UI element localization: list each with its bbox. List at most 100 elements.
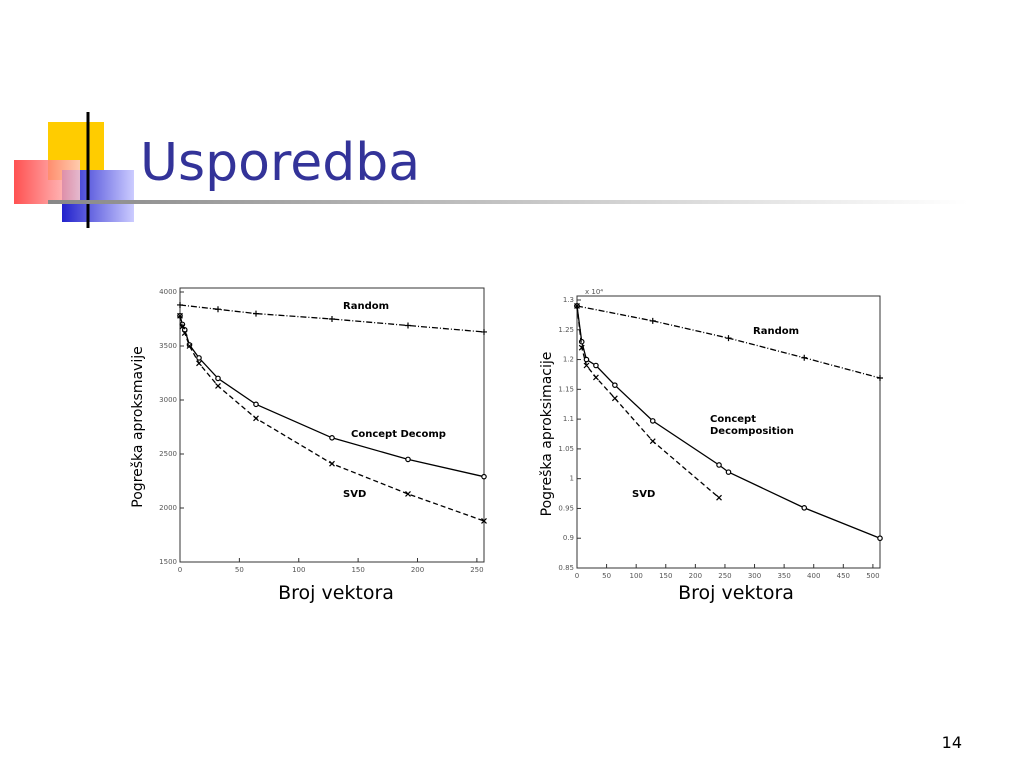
point [649,438,656,445]
point [196,360,202,367]
point [481,518,487,524]
y-axis-label: Pogreška aproksimacije [539,352,555,517]
y-tick-label: 0.95 [558,504,574,512]
x-tick-label: 100 [629,572,642,580]
point [196,355,202,361]
point [253,415,259,422]
point [181,330,188,336]
x-axis-label: Broj vektora [278,582,394,604]
point [329,316,335,322]
point [253,401,259,408]
series-annotation-box: SVD [632,489,656,500]
logo-square [14,160,80,204]
point [405,456,411,463]
x-tick-label: 300 [748,572,761,580]
y-tick-label: 2500 [159,450,177,458]
point [716,494,722,501]
point [725,469,732,475]
point [801,505,808,511]
point [186,343,193,349]
y-tick-label: 1 [570,475,574,483]
series-line [576,305,720,499]
x-tick-label: 0 [575,572,579,580]
point [612,382,618,388]
y-tick-label: 1.2 [563,356,574,364]
plot-frame [179,287,485,563]
y-tick-label: 2000 [159,504,177,512]
point [593,362,599,369]
point [578,344,585,351]
point [177,301,183,308]
point [583,362,590,369]
series-annotation: SVD [343,489,367,500]
y-tick-label: 3000 [159,396,177,404]
point [578,338,585,345]
point [329,460,335,467]
x-axis-label: Broj vektora [678,582,794,604]
point [481,473,487,480]
point [481,328,487,335]
y-multiplier: x 10⁴ [585,288,603,296]
point [649,317,656,324]
y-tick-label: 1.3 [563,296,574,304]
x-tick-label: 450 [837,572,850,580]
point [649,418,656,424]
point [716,462,722,468]
y-tick-label: 1500 [159,558,177,566]
point [177,312,183,319]
point [877,535,883,542]
y-tick-label: 1.05 [558,445,574,453]
series-annotation-box: Concept Decomp [351,429,446,440]
slide-title: Usporedba [140,133,420,193]
point [593,374,599,381]
y-axis-label: Pogreška aproksmavije [130,346,146,507]
x-tick-label: 150 [351,566,364,574]
series-annotation: Random [343,301,390,312]
point [329,434,335,441]
point [574,303,580,309]
x-tick-label: 150 [659,572,672,580]
series-line [179,315,485,522]
series-annotation-box: Random [753,326,799,337]
series-annotation-box: Concept Decomposition [710,414,794,437]
point [405,322,411,329]
point [725,335,732,342]
page-number: 14 [942,733,962,752]
point [611,395,618,402]
point [801,354,808,361]
x-tick-label: 200 [689,572,702,580]
x-tick-label: 250 [470,566,483,574]
x-tick-label: 200 [411,566,424,574]
point [215,383,221,389]
series-annotation: Concept Decomposition [710,414,794,437]
y-tick-label: 0.9 [563,534,574,542]
x-tick-label: 350 [777,572,790,580]
series-annotation-box: SVD [343,489,367,500]
point [877,375,883,382]
y-tick-label: 4000 [159,288,177,296]
y-tick-label: 1.15 [558,385,574,393]
x-tick-label: 50 [602,572,611,580]
point [583,356,590,363]
x-tick-label: 500 [866,572,879,580]
series-line [179,304,485,333]
point [253,310,259,317]
point [215,375,221,382]
series-annotation: Concept Decomp [351,429,446,440]
y-tick-label: 1.1 [563,415,574,423]
point [215,306,221,313]
series-annotation: SVD [632,489,656,500]
x-tick-label: 50 [235,566,244,574]
point [179,323,186,330]
x-tick-label: 400 [807,572,820,580]
point [405,491,411,497]
title-rule [48,200,968,204]
series-line [576,305,881,539]
series-annotation-box: Random [343,301,390,312]
y-tick-label: 3500 [159,342,177,350]
plot-frame [576,295,881,569]
x-tick-label: 100 [292,566,305,574]
y-tick-label: 1.25 [558,326,574,334]
